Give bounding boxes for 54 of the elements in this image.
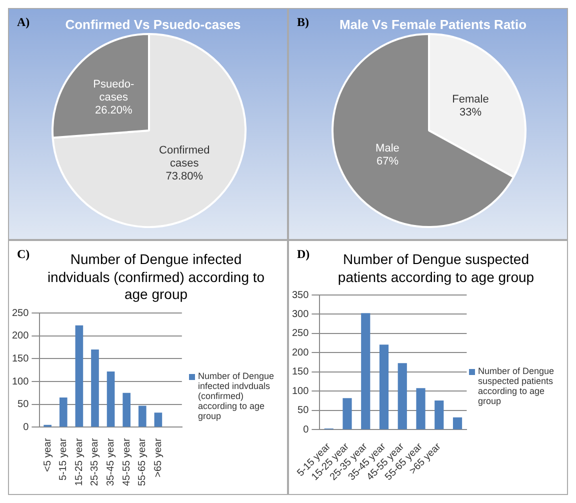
bar [91,349,99,426]
y-tick-label: 300 [292,308,310,320]
y-tick-label: 150 [292,366,310,378]
slice-label: Female [452,94,489,106]
data-label: 33% [460,106,482,119]
slice-label: Male [376,142,400,155]
legend-label: Number of Dengue suspected patients according to age group [478,366,556,406]
chart-title: Number of Dengue infected indviduals (confirmed) according to age group [47,251,265,302]
y-tick-label: 350 [292,290,310,301]
chart-title: Number of Dengue suspected patients according to age group [338,251,534,284]
text: A) [17,15,30,30]
bar [106,370,115,426]
slice-label: Confirmed cases [159,144,210,170]
y-tick-label: 100 [292,386,310,397]
bar [379,344,389,430]
x-tick-label: 55-65 year [137,437,148,486]
slice-label: Psuedo-cases [93,78,134,104]
bar [154,412,162,426]
y-tick-label: 50 [298,405,310,416]
legend-label: Number of Dengue infected indvduals (confirmed) according to age group [198,371,276,421]
y-tick-label: 100 [12,376,30,387]
y-tick-label: 0 [303,424,310,436]
bar [361,313,370,430]
chart-title: Male Vs Female Patients Ratio [339,17,527,32]
x-tick-label: 5-15 year [58,437,70,480]
bar [122,392,131,426]
x-tick-label: <5 year [42,437,54,472]
data-label: 67% [376,156,399,168]
bar [59,397,68,426]
y-tick-label: 250 [12,307,30,318]
bar [434,400,444,430]
y-tick-label: 50 [18,398,30,410]
y-tick-label: 150 [12,352,30,364]
bar [75,324,84,426]
data-label: 73.80% [166,170,204,183]
bar [416,388,426,430]
chart-title: Confirmed Vs Psuedo-cases [65,17,241,32]
text: B) [297,15,309,30]
y-tick-label: 200 [292,347,310,358]
bar [398,363,407,430]
x-tick-label: 45-55 year [121,437,132,486]
x-tick-label: 35-45 year [106,437,117,486]
text: D) [297,247,310,262]
data-label: 26.20% [94,104,132,117]
x-tick-label: 15-25 year [74,437,85,486]
y-tick-label: 250 [292,328,310,340]
y-tick-label: 0 [23,421,30,432]
text: C) [17,247,30,262]
bar [342,398,352,430]
x-tick-label: 25-35 year [90,437,101,486]
bar [452,417,462,430]
y-tick-label: 200 [12,330,30,342]
x-tick-label: >65 year [152,437,164,477]
bar [138,405,146,426]
